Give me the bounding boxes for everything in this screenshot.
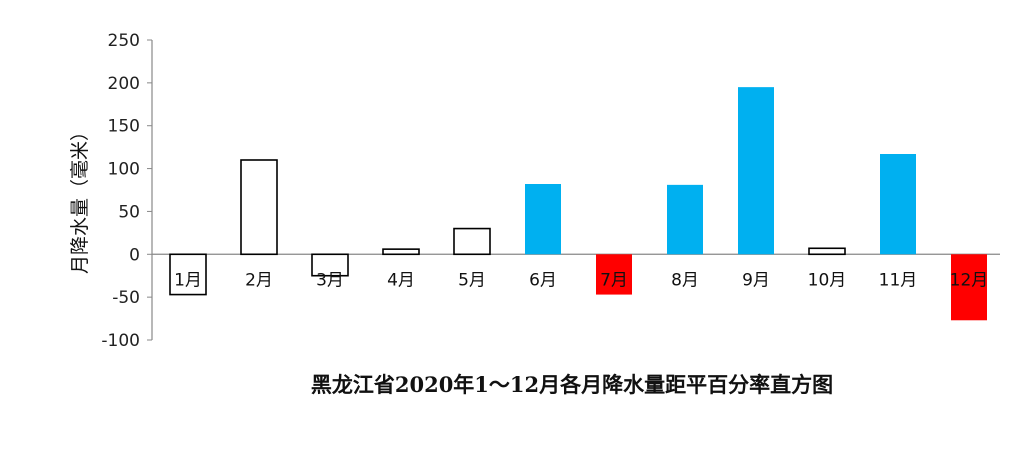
x-category-label: 2月 bbox=[245, 270, 273, 290]
y-tick-label: -50 bbox=[112, 288, 140, 308]
bar-7 bbox=[596, 254, 632, 295]
x-category-label: 9月 bbox=[742, 270, 770, 290]
y-axis-title: 月降水量（毫米） bbox=[69, 122, 91, 274]
x-category-label: 6月 bbox=[529, 270, 557, 290]
bar-10 bbox=[808, 247, 846, 256]
y-tick-label: 0 bbox=[129, 245, 140, 265]
bar-2 bbox=[240, 159, 278, 256]
y-tick-label: 150 bbox=[108, 117, 140, 137]
x-category-label: 7月 bbox=[600, 270, 628, 290]
x-category-label: 1月 bbox=[174, 270, 202, 290]
y-tick-label: -100 bbox=[101, 331, 140, 351]
y-tick-label: 100 bbox=[108, 160, 140, 180]
bar-5 bbox=[453, 227, 491, 256]
x-category-label: 8月 bbox=[671, 270, 699, 290]
y-tick-label: 50 bbox=[118, 202, 140, 222]
x-category-label: 10月 bbox=[808, 270, 847, 290]
bar-12 bbox=[951, 254, 987, 321]
bar-6 bbox=[525, 184, 561, 255]
bar-9 bbox=[738, 87, 774, 255]
bars-layer bbox=[169, 87, 987, 321]
chart-title: 黑龙江省2020年1～12月各月降水量距平百分率直方图 bbox=[311, 372, 833, 397]
bar-8 bbox=[667, 184, 703, 255]
x-category-label: 12月 bbox=[950, 270, 989, 290]
bar-3 bbox=[311, 253, 349, 277]
labels-layer: 1月 2月 3月 4月 5月 6月 7月 8月 9月 10月 11月 12月 bbox=[174, 270, 988, 290]
y-tick-label: 250 bbox=[108, 31, 140, 51]
bar-1 bbox=[169, 253, 207, 296]
x-category-label: 4月 bbox=[387, 270, 415, 290]
axes-layer: -100 -50 0 50 100 150 200 250 bbox=[101, 31, 1000, 351]
y-tick-label: 200 bbox=[108, 74, 140, 94]
x-category-label: 3月 bbox=[316, 270, 344, 290]
bar-4 bbox=[382, 248, 420, 256]
x-category-label: 5月 bbox=[458, 270, 486, 290]
x-category-label: 11月 bbox=[879, 270, 918, 290]
bar-11 bbox=[880, 154, 916, 255]
